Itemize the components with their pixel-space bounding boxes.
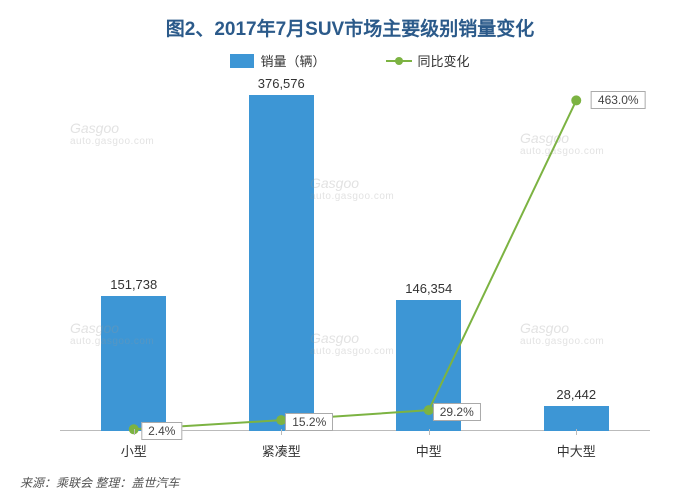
- legend-bar-label: 销量（辆）: [260, 51, 325, 70]
- chart-title: 图2、2017年7月SUV市场主要级别销量变化: [0, 0, 700, 41]
- bar-value-label: 28,442: [556, 387, 596, 402]
- x-tick-mark: [429, 429, 430, 435]
- legend-line: 同比变化: [386, 51, 470, 70]
- line-value-label: 15.2%: [285, 413, 333, 431]
- line-series-svg: [60, 74, 650, 431]
- legend-bar: 销量（辆）: [230, 51, 325, 70]
- legend-line-label: 同比变化: [418, 51, 470, 70]
- source-text: 来源：乘联会 整理：盖世汽车: [20, 474, 179, 491]
- bar-value-label: 151,738: [110, 277, 157, 292]
- bar-value-label: 146,354: [405, 281, 452, 296]
- line-value-label: 463.0%: [591, 91, 646, 109]
- x-tick-label: 中型: [416, 441, 442, 460]
- chart-frame: 图2、2017年7月SUV市场主要级别销量变化 销量（辆） 同比变化 151,7…: [0, 0, 700, 501]
- x-tick-mark: [576, 429, 577, 435]
- line-marker: [571, 95, 581, 105]
- line-value-label: 2.4%: [141, 422, 182, 440]
- legend-line-swatch: [386, 60, 412, 62]
- line-value-label: 29.2%: [433, 403, 481, 421]
- x-tick-label: 紧凑型: [262, 441, 301, 460]
- x-axis-ticks: 小型 紧凑型 中型 中大型: [60, 441, 650, 461]
- legend-bar-swatch: [230, 54, 254, 68]
- x-tick-label: 中大型: [557, 441, 596, 460]
- legend: 销量（辆） 同比变化: [0, 51, 700, 70]
- line-series: [134, 100, 577, 429]
- x-tick-label: 小型: [121, 441, 147, 460]
- x-tick-mark: [281, 429, 282, 435]
- x-tick-mark: [134, 429, 135, 435]
- plot-area: 151,738376,576146,35428,4422.4%15.2%29.2…: [60, 74, 650, 431]
- bar-value-label: 376,576: [258, 76, 305, 91]
